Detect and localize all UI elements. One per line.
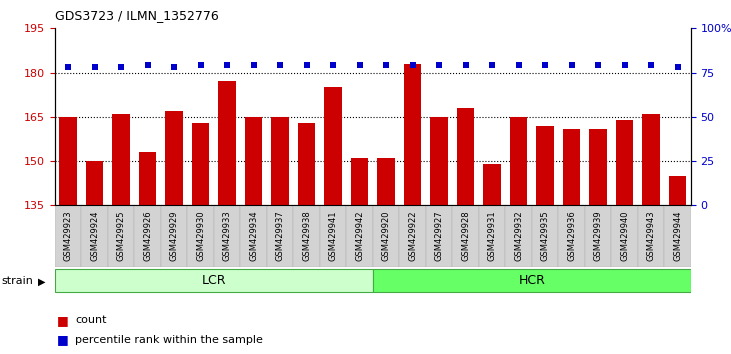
Text: GSM429925: GSM429925 bbox=[116, 210, 126, 261]
Bar bbox=[213, 205, 240, 267]
Bar bbox=[219, 81, 235, 205]
Bar bbox=[298, 123, 315, 205]
Text: strain: strain bbox=[1, 276, 34, 286]
Text: GSM429937: GSM429937 bbox=[276, 210, 284, 261]
Bar bbox=[611, 205, 637, 267]
Bar bbox=[240, 205, 267, 267]
Bar bbox=[346, 205, 373, 267]
Text: GSM429926: GSM429926 bbox=[143, 210, 152, 261]
Text: GSM429944: GSM429944 bbox=[673, 210, 682, 261]
Bar bbox=[399, 205, 425, 267]
Text: ▶: ▶ bbox=[38, 276, 45, 286]
Text: GSM429934: GSM429934 bbox=[249, 210, 258, 261]
Text: GSM429924: GSM429924 bbox=[90, 210, 99, 261]
Text: GSM429923: GSM429923 bbox=[64, 210, 72, 261]
Text: GSM429938: GSM429938 bbox=[302, 210, 311, 261]
Bar bbox=[425, 205, 452, 267]
Bar bbox=[457, 108, 474, 205]
Bar bbox=[319, 205, 346, 267]
Bar bbox=[325, 87, 341, 205]
Text: GSM429931: GSM429931 bbox=[488, 210, 496, 261]
Text: percentile rank within the sample: percentile rank within the sample bbox=[75, 335, 263, 345]
Text: GSM429943: GSM429943 bbox=[646, 210, 656, 261]
Text: GSM429936: GSM429936 bbox=[567, 210, 576, 261]
Bar bbox=[135, 205, 161, 267]
Bar bbox=[59, 117, 77, 205]
Bar bbox=[510, 117, 527, 205]
Bar bbox=[563, 129, 580, 205]
Bar bbox=[505, 205, 531, 267]
Bar bbox=[531, 205, 558, 267]
Text: count: count bbox=[75, 315, 107, 325]
Bar bbox=[271, 117, 289, 205]
Text: GSM429927: GSM429927 bbox=[434, 210, 444, 261]
Text: GSM429933: GSM429933 bbox=[222, 210, 232, 261]
Bar bbox=[585, 205, 611, 267]
Bar bbox=[431, 117, 447, 205]
Bar bbox=[669, 176, 686, 205]
Text: ■: ■ bbox=[57, 314, 69, 327]
Bar bbox=[483, 164, 501, 205]
Bar bbox=[373, 205, 399, 267]
Bar bbox=[589, 129, 607, 205]
Text: HCR: HCR bbox=[518, 274, 545, 287]
Bar bbox=[165, 111, 183, 205]
Text: GSM429941: GSM429941 bbox=[328, 210, 338, 261]
Bar bbox=[187, 205, 213, 267]
Bar bbox=[192, 123, 209, 205]
Bar bbox=[267, 205, 293, 267]
Bar bbox=[55, 205, 81, 267]
Text: GSM429932: GSM429932 bbox=[514, 210, 523, 261]
Text: GSM429922: GSM429922 bbox=[408, 210, 417, 261]
Bar bbox=[373, 269, 691, 292]
Bar bbox=[616, 120, 633, 205]
Bar bbox=[643, 114, 659, 205]
Bar bbox=[479, 205, 505, 267]
Text: GSM429942: GSM429942 bbox=[355, 210, 364, 261]
Text: GSM429940: GSM429940 bbox=[620, 210, 629, 261]
Text: GSM429929: GSM429929 bbox=[170, 210, 178, 261]
Text: LCR: LCR bbox=[202, 274, 226, 287]
Text: GSM429930: GSM429930 bbox=[196, 210, 205, 261]
Text: ■: ■ bbox=[57, 333, 69, 346]
Bar bbox=[537, 126, 553, 205]
Bar bbox=[377, 158, 395, 205]
Text: GSM429939: GSM429939 bbox=[594, 210, 602, 261]
Bar bbox=[107, 205, 135, 267]
Bar bbox=[637, 205, 664, 267]
Bar bbox=[404, 64, 421, 205]
Bar bbox=[558, 205, 585, 267]
Bar bbox=[55, 269, 373, 292]
Bar bbox=[351, 158, 368, 205]
Text: GDS3723 / ILMN_1352776: GDS3723 / ILMN_1352776 bbox=[55, 9, 219, 22]
Bar bbox=[81, 205, 108, 267]
Bar bbox=[664, 205, 691, 267]
Text: GSM429928: GSM429928 bbox=[461, 210, 470, 261]
Bar bbox=[113, 114, 129, 205]
Bar bbox=[293, 205, 319, 267]
Bar bbox=[452, 205, 479, 267]
Bar bbox=[86, 161, 103, 205]
Text: GSM429935: GSM429935 bbox=[540, 210, 550, 261]
Text: GSM429920: GSM429920 bbox=[382, 210, 390, 261]
Bar bbox=[139, 152, 156, 205]
Bar bbox=[161, 205, 187, 267]
Bar bbox=[245, 117, 262, 205]
